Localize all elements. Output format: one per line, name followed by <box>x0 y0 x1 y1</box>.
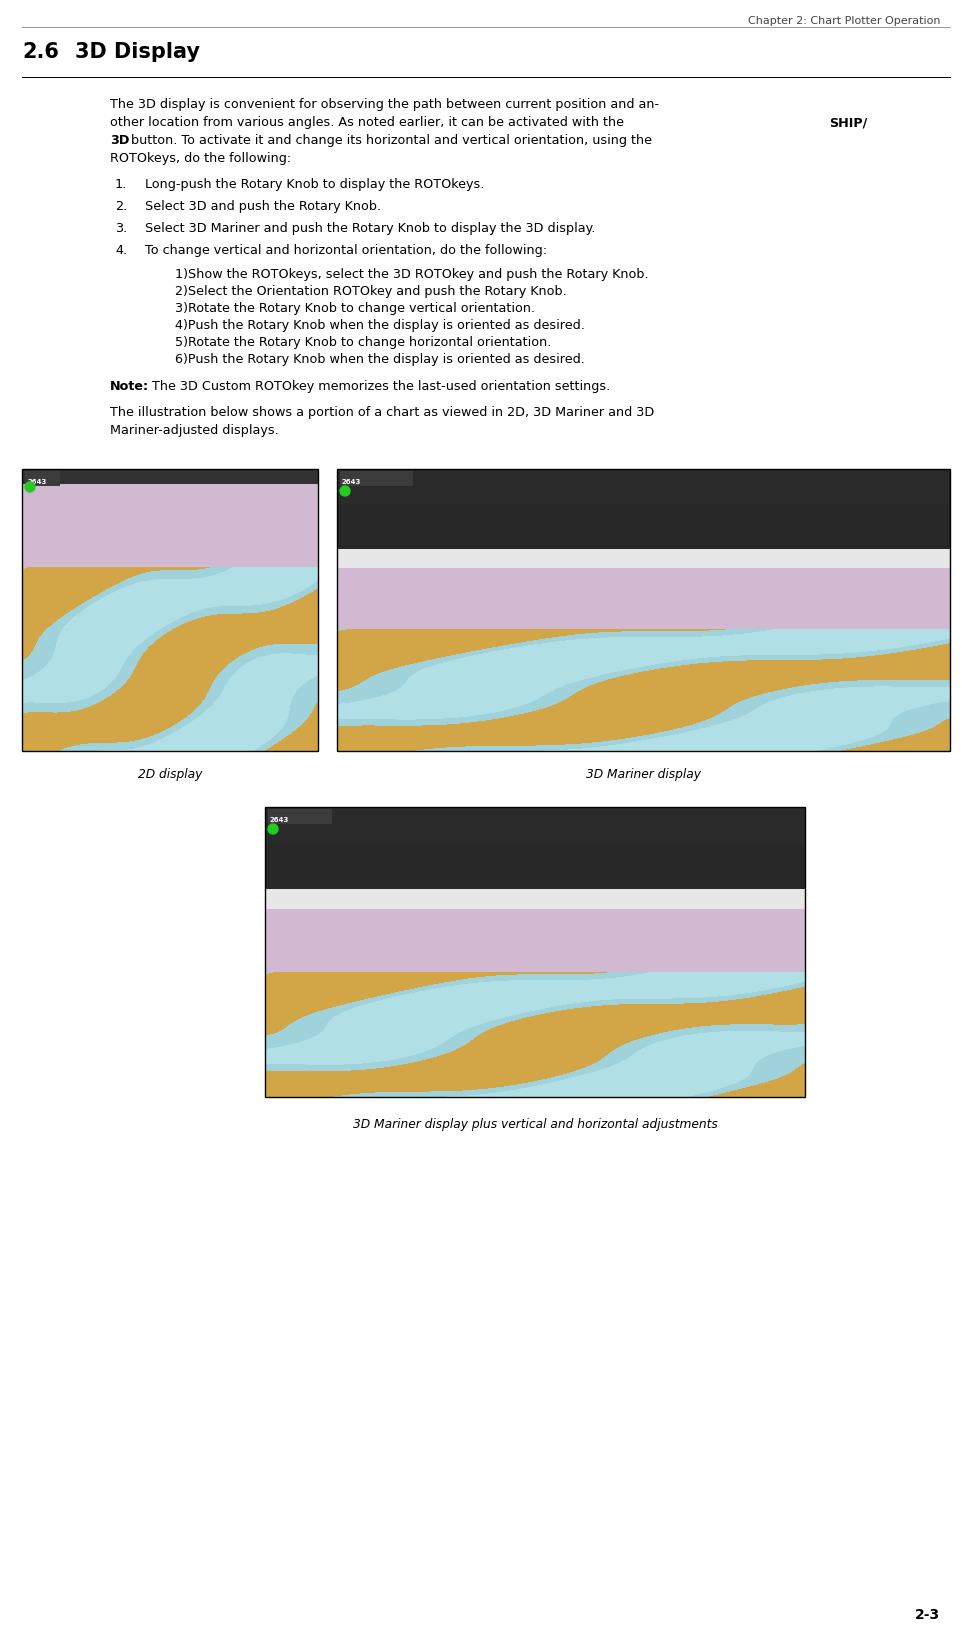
Text: other location from various angles. As noted earlier, it can be activated with t: other location from various angles. As n… <box>110 116 628 129</box>
Text: Chapter 2: Chart Plotter Operation: Chapter 2: Chart Plotter Operation <box>747 16 940 26</box>
Text: To change vertical and horizontal orientation, do the following:: To change vertical and horizontal orient… <box>145 244 547 257</box>
Text: 3)Rotate the Rotary Knob to change vertical orientation.: 3)Rotate the Rotary Knob to change verti… <box>175 302 535 315</box>
Circle shape <box>25 484 35 493</box>
Text: Select 3D and push the Rotary Knob.: Select 3D and push the Rotary Knob. <box>145 200 381 213</box>
Text: 2)Select the Orientation ROTOkey and push the Rotary Knob.: 2)Select the Orientation ROTOkey and pus… <box>175 285 566 298</box>
Circle shape <box>268 824 278 834</box>
Bar <box>337 470 950 752</box>
Text: 6)Push the Rotary Knob when the display is oriented as desired.: 6)Push the Rotary Knob when the display … <box>175 352 585 365</box>
Text: 2643: 2643 <box>270 816 289 823</box>
Text: 2643: 2643 <box>27 479 47 485</box>
Circle shape <box>340 487 350 497</box>
Bar <box>265 808 805 1098</box>
Text: 2.: 2. <box>115 200 127 213</box>
Text: 1)Show the ROTOkeys, select the 3D ROTOkey and push the Rotary Knob.: 1)Show the ROTOkeys, select the 3D ROTOk… <box>175 267 649 280</box>
Text: SHIP/: SHIP/ <box>829 116 867 129</box>
Text: 3D: 3D <box>110 134 129 148</box>
Text: 3D Mariner display: 3D Mariner display <box>586 767 701 780</box>
Text: The illustration below shows a portion of a chart as viewed in 2D, 3D Mariner an: The illustration below shows a portion o… <box>110 406 654 418</box>
Text: 2D display: 2D display <box>138 767 202 780</box>
Text: 2-3: 2-3 <box>915 1606 940 1621</box>
Text: 3D Mariner display plus vertical and horizontal adjustments: 3D Mariner display plus vertical and hor… <box>352 1118 717 1131</box>
Text: 3D Display: 3D Display <box>75 43 200 62</box>
Text: 2643: 2643 <box>342 479 361 485</box>
Text: Mariner-adjusted displays.: Mariner-adjusted displays. <box>110 425 278 436</box>
Text: Select 3D Mariner and push the Rotary Knob to display the 3D display.: Select 3D Mariner and push the Rotary Kn… <box>145 221 595 234</box>
Text: 4.: 4. <box>115 244 127 257</box>
Text: 5)Rotate the Rotary Knob to change horizontal orientation.: 5)Rotate the Rotary Knob to change horiz… <box>175 336 552 349</box>
Text: 3.: 3. <box>115 221 127 234</box>
Text: 2.6: 2.6 <box>22 43 59 62</box>
Text: button. To activate it and change its horizontal and vertical orientation, using: button. To activate it and change its ho… <box>127 134 652 148</box>
Text: 1.: 1. <box>115 179 127 190</box>
Text: The 3D display is convenient for observing the path between current position and: The 3D display is convenient for observi… <box>110 98 659 111</box>
Text: ROTOkeys, do the following:: ROTOkeys, do the following: <box>110 152 291 166</box>
Text: Long-push the Rotary Knob to display the ROTOkeys.: Long-push the Rotary Knob to display the… <box>145 179 485 190</box>
Text: 4)Push the Rotary Knob when the display is oriented as desired.: 4)Push the Rotary Knob when the display … <box>175 320 585 331</box>
Text: Note:: Note: <box>110 380 149 393</box>
Bar <box>22 470 318 752</box>
Text: The 3D Custom ROTOkey memorizes the last-used orientation settings.: The 3D Custom ROTOkey memorizes the last… <box>148 380 610 393</box>
